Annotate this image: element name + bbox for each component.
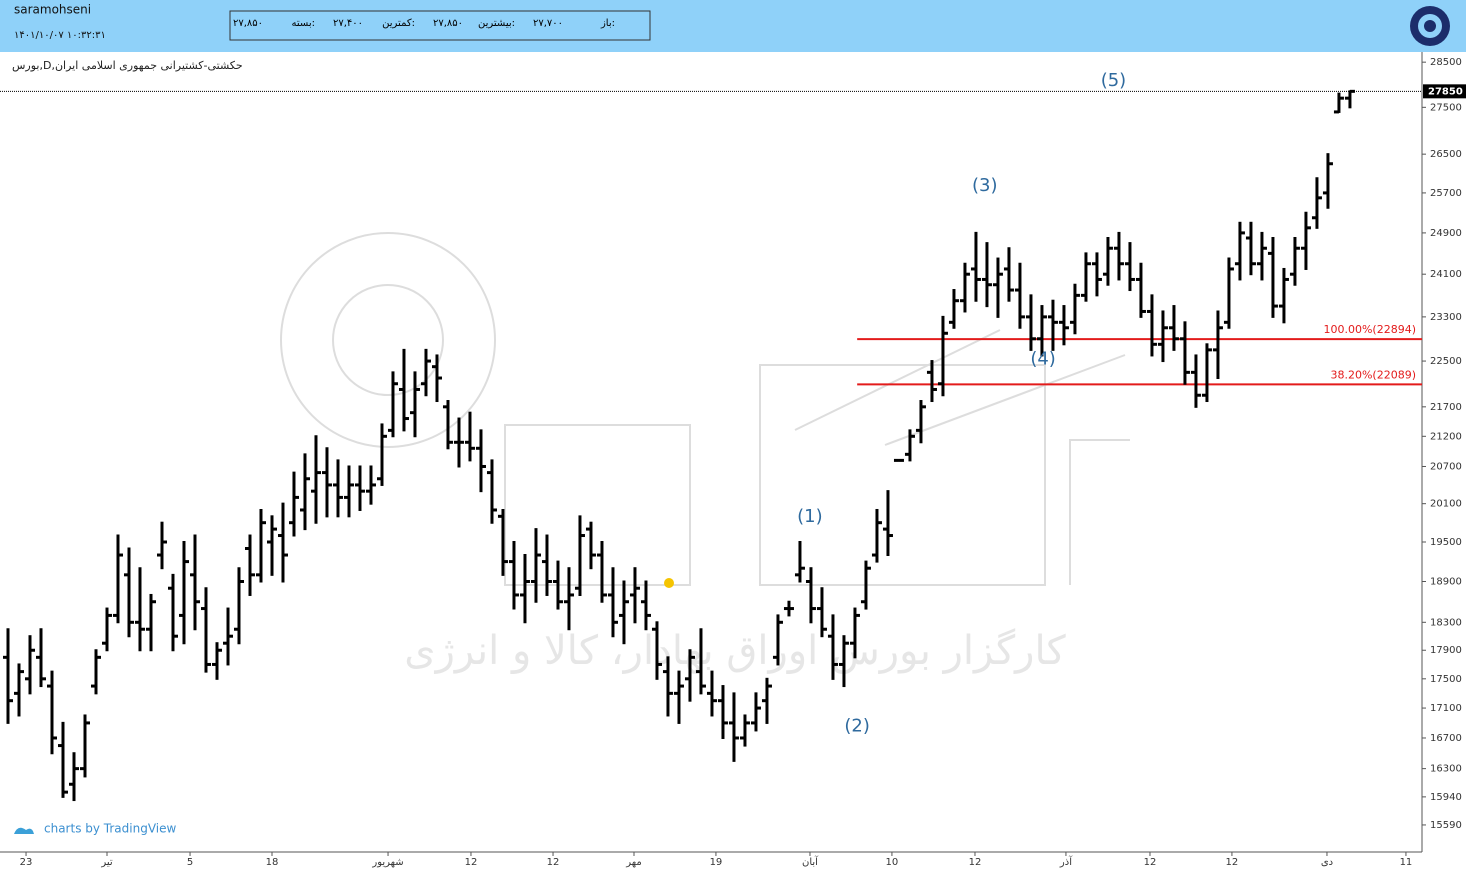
watermark-text: کارگزار بورس اوراق بهادار، کالا و انرژی [404, 628, 1066, 674]
y-tick-label: 15590 [1430, 820, 1462, 831]
x-tick-label: مهر [625, 857, 641, 868]
y-tick-label: 23300 [1430, 312, 1462, 323]
x-tick-label: 18 [266, 857, 279, 868]
y-tick-label: 25700 [1430, 188, 1462, 199]
fib-label: 38.20%(22089) [1330, 368, 1416, 381]
wave-label: (1) [797, 506, 823, 527]
last-price-box [1423, 84, 1466, 99]
x-tick-label: 12 [547, 857, 560, 868]
y-tick-label: 17100 [1430, 703, 1462, 714]
credit: charts by TradingView [14, 822, 176, 836]
event-marker [664, 578, 674, 588]
x-tick-label: 5 [187, 857, 193, 868]
chart-title: بورس,D,حکشتی-کشتیرانی جمهوری اسلامی ایرا… [12, 59, 243, 72]
wave-label: (5) [1101, 70, 1127, 91]
wave-label: (3) [972, 175, 998, 196]
credit-text: charts by TradingView [44, 822, 176, 836]
y-tick-label: 22500 [1430, 356, 1462, 367]
y-tick-label: 26500 [1430, 149, 1462, 160]
y-tick-label: 20100 [1430, 499, 1462, 510]
x-tick-label: 23 [20, 857, 33, 868]
quote-label: کمترین: [382, 18, 415, 29]
x-tick-label: آبان [802, 855, 819, 868]
x-tick-label: 10 [886, 857, 899, 868]
y-tick-label: 20700 [1430, 461, 1462, 472]
quote-value: ۲۷,۷۰۰ [533, 18, 563, 29]
x-tick-label: 19 [710, 857, 723, 868]
x-tick-label: شهریور [371, 857, 403, 868]
quote-value: ۲۷,۴۰۰ [333, 18, 363, 29]
quote-box [229, 10, 651, 41]
x-tick-label: 12 [969, 857, 982, 868]
y-tick-label: 17900 [1430, 645, 1462, 656]
quote-label: باز: [600, 18, 615, 29]
user-name: saramohseni [14, 3, 91, 17]
y-tick-label: 15940 [1430, 792, 1462, 803]
x-tick-label: تیر [100, 857, 113, 868]
x-tick-label: 12 [465, 857, 478, 868]
quote-label: بیشترین: [478, 18, 515, 29]
wave-label: (4) [1030, 348, 1056, 369]
y-tick-label: 18900 [1430, 577, 1462, 588]
logo [1410, 6, 1450, 46]
x-tick-label: 12 [1144, 857, 1157, 868]
x-tick-label: آذر [1059, 855, 1073, 868]
x-tick-label: 12 [1226, 857, 1239, 868]
y-tick-label: 27500 [1430, 102, 1462, 113]
header-band [0, 0, 1466, 52]
y-tick-label: 24900 [1430, 228, 1462, 239]
x-tick-label: 11 [1400, 857, 1413, 868]
y-tick-label: 17500 [1430, 674, 1462, 685]
y-tick-label: 24100 [1430, 269, 1462, 280]
quote-value: ۲۷,۸۵۰ [233, 18, 263, 29]
y-tick-label: 18300 [1430, 617, 1462, 628]
datetime: ۱۴۰۱/۱۰/۰۷ ۱۰:۳۲:۳۱ [14, 30, 106, 41]
y-tick-label: 16300 [1430, 764, 1462, 775]
wave-label: (2) [844, 716, 870, 737]
y-tick-label: 21200 [1430, 431, 1462, 442]
y-tick-label: 16700 [1430, 733, 1462, 744]
fib-label: 100.00%(22894) [1323, 323, 1416, 336]
watermark-logo [280, 232, 1130, 586]
quote-value: ۲۷,۸۵۰ [433, 18, 463, 29]
last-price-label: 27850 [1428, 86, 1463, 97]
x-tick-label: دی [1321, 857, 1333, 868]
y-tick-label: 19500 [1430, 537, 1462, 548]
y-tick-label: 28500 [1430, 57, 1462, 68]
y-tick-label: 21700 [1430, 402, 1462, 413]
quote-label: بسته: [292, 18, 315, 29]
